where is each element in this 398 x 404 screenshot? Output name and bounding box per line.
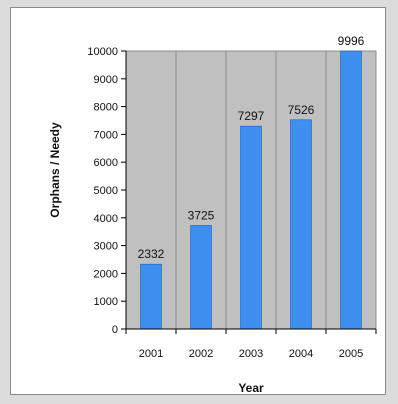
y-tick-label: 1000 — [94, 296, 118, 308]
gridlines — [175, 51, 327, 329]
bar-2003 — [240, 125, 262, 330]
bar-2002 — [190, 225, 212, 330]
y-tick-label: 7000 — [94, 129, 118, 141]
y-axis: 0 1000 2000 3000 4000 5000 6000 7000 8000 9000 100… — [87, 46, 127, 336]
x-tick-label-2004: 2004 — [289, 348, 313, 360]
bar-chart: 2332 3725 7297 7526 9996 0 1000 2000 3000 4000 50… — [48, 34, 377, 395]
data-label-2002: 3725 — [188, 208, 215, 222]
y-tick-label: 2000 — [94, 268, 118, 280]
chart-frame: 2332 3725 7297 7526 9996 0 1000 2000 3000 4000 50… — [10, 7, 386, 395]
y-tick-label: 0 — [112, 324, 118, 336]
y-axis-title: Orphans / Needy — [48, 122, 62, 218]
data-label-2003: 7297 — [238, 109, 265, 123]
x-tick-label-2001: 2001 — [139, 348, 163, 360]
data-labels: 2332 3725 7297 7526 9996 — [138, 34, 365, 261]
data-label-2001: 2332 — [138, 247, 165, 261]
y-tick-label: 3000 — [94, 241, 118, 253]
bar-2001 — [140, 263, 162, 330]
bar-2005 — [340, 50, 362, 330]
y-tick-label: 5000 — [94, 185, 118, 197]
y-tick-label: 4000 — [94, 213, 118, 225]
x-axis: 2001 2002 2003 2004 2005 — [125, 328, 377, 360]
y-tick-label: 6000 — [94, 157, 118, 169]
data-label-2005: 9996 — [338, 34, 365, 48]
y-tick-label: 9000 — [94, 74, 118, 86]
y-tick-label: 8000 — [94, 102, 118, 114]
x-tick-label-2003: 2003 — [239, 348, 263, 360]
data-label-2004: 7526 — [288, 103, 315, 117]
x-tick-label-2005: 2005 — [339, 348, 363, 360]
x-tick-label-2002: 2002 — [189, 348, 213, 360]
x-axis-title: Year — [238, 381, 264, 395]
y-tick-label: 10000 — [87, 46, 118, 58]
bar-2004 — [290, 119, 312, 330]
bars — [140, 50, 362, 330]
